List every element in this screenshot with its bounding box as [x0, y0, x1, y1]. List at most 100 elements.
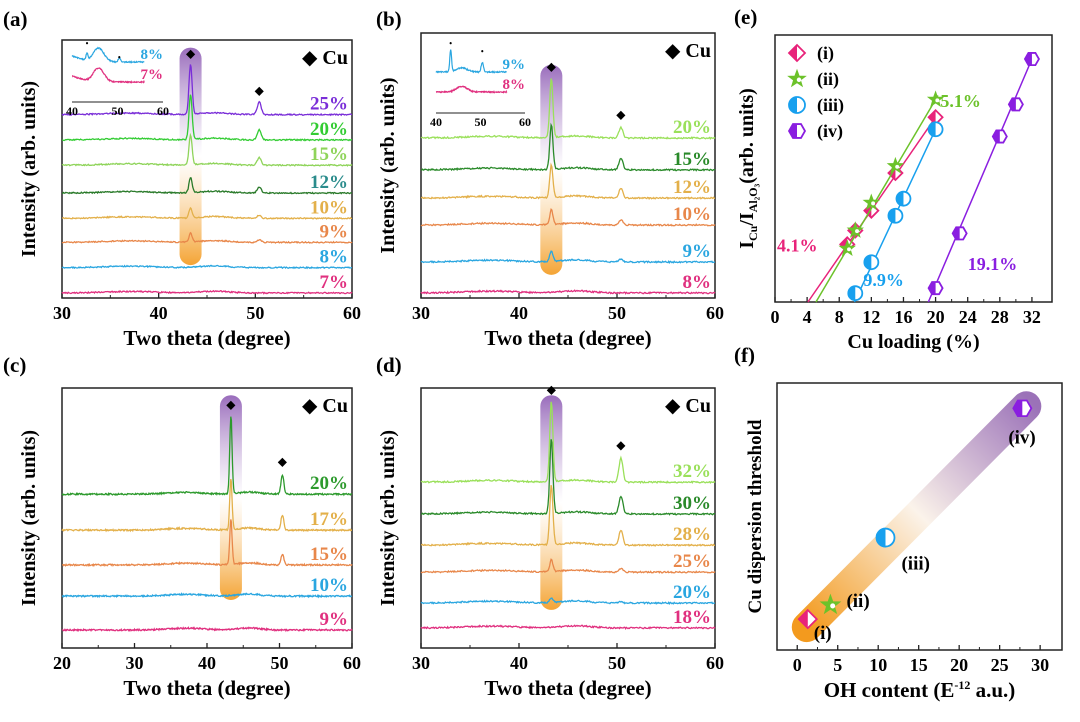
series-label: 15%	[310, 544, 348, 565]
series-label: 32%	[673, 461, 711, 482]
data-point-star	[846, 221, 865, 238]
x-tick-label: 30	[412, 653, 430, 673]
x-tick-label: 60	[343, 653, 361, 673]
x-tick-label: 15	[910, 655, 928, 675]
cu-peak-marker-50: ◆	[278, 455, 288, 469]
trace-9pct	[420, 250, 716, 264]
series-label: 9%	[320, 221, 349, 242]
star-marker-highlight	[847, 247, 851, 252]
trend-band	[791, 391, 1042, 643]
data-point-hexagon	[1007, 97, 1024, 112]
hexagon-marker-fill	[789, 124, 797, 138]
series-label: 28%	[673, 524, 711, 545]
trace-12pct	[420, 162, 716, 200]
fit-line-1	[815, 95, 939, 303]
x-axis-label: Two theta (degree)	[484, 676, 651, 700]
series-label: 9%	[320, 609, 349, 630]
series-label: 7%	[320, 272, 349, 293]
y-axis-label: Cu dispersion threshold	[745, 419, 766, 613]
trace-10pct	[62, 206, 353, 220]
inset-tick-label: 40	[430, 115, 442, 129]
x-tick-label: 30	[1031, 655, 1049, 675]
star-marker-highlight	[830, 603, 836, 609]
inset-tick-label: 60	[519, 115, 531, 129]
legend-label: (iv)	[817, 121, 843, 142]
legend-label: (i)	[817, 43, 834, 64]
x-axis-label-sup: -12	[954, 678, 970, 692]
x-tick-label: 60	[706, 653, 724, 673]
series-label: 20%	[673, 117, 711, 138]
series-label: 10%	[310, 197, 348, 218]
series-label: 12%	[310, 172, 348, 193]
hexagon-marker-fill	[1008, 98, 1016, 111]
data-point-star	[886, 156, 905, 174]
inset: 40 50 60 9% 8% • •	[430, 39, 531, 129]
data-point-diamond	[797, 608, 819, 630]
x-axis-label-end: a.u.)	[970, 678, 1015, 702]
x-tick-label: 50	[246, 303, 264, 323]
data-point-hexagon	[1023, 52, 1040, 67]
diamond-marker-fill	[789, 45, 797, 61]
highlight-band	[540, 64, 563, 275]
plot-frame	[420, 32, 716, 299]
legend-marker-diamond	[787, 43, 807, 63]
threshold-label: 19.1%	[968, 254, 1018, 274]
circle-marker-fill	[896, 191, 904, 206]
legend-marker-circle	[788, 96, 806, 114]
star-marker-shape	[886, 156, 905, 174]
circle-marker-fill	[789, 97, 797, 113]
x-tick-label: 25	[991, 655, 1009, 675]
trace-20pct	[420, 597, 716, 605]
trace-9pct	[61, 231, 353, 244]
inset-cu-marker: •	[481, 47, 484, 56]
inset-series-label: 8%	[141, 47, 164, 63]
series-label: 30%	[673, 493, 711, 514]
highlight-band	[219, 395, 242, 601]
x-tick-label: 20	[927, 307, 945, 327]
trace-8pct	[61, 264, 353, 270]
y-axis-label: Intensity (arb. units)	[18, 430, 40, 606]
x-tick-label: 20	[53, 653, 71, 673]
x-tick-label: 40	[510, 303, 528, 323]
star-marker-highlight	[935, 98, 940, 103]
cu-peak-marker-50: ◆	[255, 83, 265, 97]
star-marker-highlight	[855, 229, 859, 234]
panel-a: (a) 30 40 50 60 Two theta (degree) Intensity (…	[3, 7, 361, 350]
panel-label: (e)	[734, 5, 757, 29]
legend-marker-hexagon	[787, 123, 807, 139]
series-label: 25%	[673, 551, 711, 572]
inset-cu-marker: •	[86, 39, 89, 48]
trace-15pct	[420, 122, 716, 172]
circle-marker-fill	[876, 528, 886, 547]
legend-label: (ii)	[817, 69, 839, 90]
panel-e: (e) 0 4 8 12 16 20 24 28 32 Cu loading (%) ICu/IAl₂…	[734, 5, 1053, 353]
x-axis-label-main: OH content (E	[824, 678, 955, 702]
panel-label: (c)	[3, 353, 26, 377]
panel-d: (d) 30 40 50 60 Two theta (degree) Intensity (…	[376, 353, 724, 700]
series-label: 8%	[683, 272, 712, 293]
x-tick-label: 12	[862, 307, 880, 327]
inset-trace	[435, 85, 508, 94]
series-label: 18%	[673, 607, 711, 628]
series-label: 9%	[683, 241, 712, 262]
x-tick-label: 0	[793, 655, 802, 675]
data-point-star	[819, 593, 842, 615]
trace-15pct	[61, 132, 353, 167]
trace-9pct	[61, 626, 353, 633]
plot-frame	[61, 39, 353, 299]
x-tick-label: 50	[608, 303, 626, 323]
star-marker-shape	[862, 193, 881, 211]
x-axis-label: OH content (E-12 a.u.)	[824, 678, 1016, 702]
y-axis-label: ICu/IAl₂O₃(arb. units)	[736, 88, 760, 249]
x-tick-label: 30	[126, 653, 144, 673]
x-tick-label: 24	[959, 307, 977, 327]
hexagon-marker-fill	[952, 227, 960, 240]
x-axis-label: Two theta (degree)	[123, 326, 290, 350]
point-label: (iii)	[901, 554, 930, 575]
star-marker-highlight	[796, 77, 802, 83]
diamond-marker-fill	[798, 610, 808, 629]
trace-10pct	[420, 208, 716, 227]
hexagon-marker-fill	[928, 282, 936, 295]
panel-b: (b) 30 40 50 60 Two theta (degree) Intensity (…	[376, 7, 724, 350]
data-point-hexagon	[1012, 399, 1033, 418]
